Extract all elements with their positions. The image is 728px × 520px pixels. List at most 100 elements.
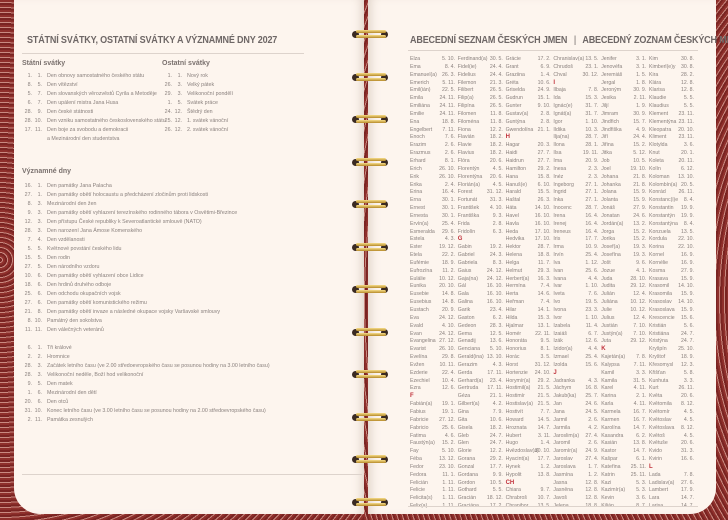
name: Jolana — [601, 189, 617, 196]
name-day-date: 16. 8. — [585, 385, 599, 392]
name-row: Jolanta 15. 9. — [601, 197, 648, 205]
name: Fabius — [410, 408, 426, 415]
item-day: 15. — [24, 255, 32, 261]
item-day: 31. — [24, 408, 32, 414]
name: Háta — [505, 205, 517, 212]
name-row: Kateřina 25. 11. — [601, 464, 648, 472]
name-day-date: 1. 8. — [636, 79, 647, 86]
name: František — [457, 205, 480, 212]
name-day-date: 4. 3. — [444, 236, 455, 243]
name-day-date: 1. 11. — [442, 479, 455, 486]
name-day-date: 31. 12. — [534, 361, 551, 368]
name-row: Jadranka 4. 3. — [553, 378, 600, 386]
item-day: 28. — [24, 228, 32, 234]
name-row: Karmela 16. 7. — [601, 409, 648, 417]
name-day-date: 28. 2. — [681, 71, 694, 78]
name-row: Kastor 14. 7. — [601, 448, 648, 456]
name-day-date: 23. 1. — [585, 63, 599, 70]
name-day-date: 24. 7. — [681, 330, 694, 337]
item-description: Den památky obětí komunistického režimu — [47, 300, 147, 306]
item-day: 2. — [27, 354, 32, 360]
name-row: Fridolín 6. 3. — [458, 229, 505, 237]
name: Kira — [649, 71, 659, 78]
name: Jarmil — [553, 416, 568, 423]
item-month: 12. — [174, 118, 182, 124]
name-day-date: 12. 4. — [633, 314, 647, 321]
item-day: 28. — [24, 372, 32, 378]
significant-days-heading: Významné dny — [22, 168, 72, 175]
name-day-date: 17. 10. — [534, 236, 551, 243]
name: Jiřina — [601, 142, 614, 149]
name-day-date: 27. 9. — [681, 267, 694, 274]
name-day-date: 21. 1. — [489, 393, 503, 400]
name-row: Františka 9. 3. — [458, 213, 505, 221]
name-row: Hvězdoslav(a) 30. 10. — [506, 448, 553, 456]
name-row: Kvirin 16. 6. — [649, 456, 696, 464]
name: Ivona — [553, 307, 567, 313]
item-month: 2. — [37, 354, 42, 360]
name-day-date: 17. 9. — [681, 487, 694, 494]
name-day-date: 6. 1. — [636, 456, 647, 463]
name: Gwendolína — [505, 126, 534, 133]
name: Ernest — [410, 205, 425, 212]
name: Kordula — [649, 236, 667, 243]
name: Fatima — [410, 432, 426, 439]
name-day-date: 19. 1. — [442, 408, 455, 415]
name: Květoslava — [649, 424, 675, 431]
name: Krasava — [649, 275, 669, 282]
name: Gala — [457, 291, 469, 298]
name-day-date: 12. 8. — [681, 87, 694, 94]
name-row: Gita 10. 6. — [458, 417, 505, 425]
name: Jorga — [601, 228, 615, 235]
name: Kosma — [649, 267, 666, 274]
name-row: Flóra 20. 6. — [458, 158, 505, 166]
name-row: Karolína 14. 7. — [601, 425, 648, 433]
name-day-date: 2. 11. — [633, 95, 647, 102]
item-day: 27. — [24, 300, 32, 306]
item-day: 8. — [27, 82, 32, 88]
name-row: Irma 10. 9. — [553, 244, 600, 252]
name-row: Kimberl(e)y 30. 8. — [649, 64, 696, 72]
name-row: Etela 22. 2. — [410, 252, 457, 260]
name-row: Květomila 8. 12. — [649, 401, 696, 409]
name-row: Honorius 8. 1. — [506, 346, 553, 354]
name-day-date: 4. 5. — [683, 408, 694, 415]
name: Felicie — [410, 487, 425, 494]
name-day-date: 18. 9. — [442, 259, 455, 266]
name: Klement — [649, 110, 669, 117]
name-day-date: 7. 6. — [444, 134, 455, 141]
name: Jaroslim(a) — [553, 432, 580, 439]
name-day-date: 27. 7. — [537, 150, 551, 157]
name-day-date: 27. 12. — [439, 338, 455, 345]
name-day-date: 26. 10. — [439, 173, 455, 180]
name: Klaudie — [649, 95, 667, 102]
name: Jasmína — [553, 471, 573, 478]
name-row: Harald 15. 5. — [506, 189, 553, 197]
name-row: Ivona 23. 3. — [553, 307, 600, 315]
name-day-date: 8. 7. — [636, 503, 646, 511]
name: Honoráta — [505, 338, 527, 345]
item-description: Den památky obětí holocaustu a předcháze… — [47, 192, 209, 198]
name: Jenovéfa — [601, 63, 623, 70]
item-month: 6. — [37, 273, 42, 279]
name-row: Krasomila 15. 9. — [649, 291, 696, 299]
name-row: Fiona 12. 2. — [458, 127, 505, 135]
name: Jaroslava — [553, 463, 576, 470]
name-day-date: 26. 11. — [678, 189, 694, 196]
name: Karmela — [601, 408, 621, 415]
name-row: Jasněna 12. 8. — [553, 487, 600, 495]
title-separator: | — [573, 34, 577, 46]
name-row: Hilda 15. 3. — [506, 315, 553, 323]
name-day-date: 2. 6. — [588, 416, 599, 423]
item-description: Nový rok — [187, 73, 208, 79]
name-row: Jonáš 27. 9. — [601, 205, 648, 213]
name-day-date: 18. 2. — [489, 424, 503, 431]
name: Jana — [553, 408, 565, 415]
name-day-date: 30. 1. — [442, 205, 455, 212]
name-row: Květa 20. 6. — [649, 393, 696, 401]
name: Filemon — [457, 79, 477, 86]
name: Jeremiáš — [601, 71, 623, 78]
name: Květoslav — [649, 416, 672, 423]
letter-heading: CH — [505, 479, 515, 486]
name-row: Estela 4. 3. — [410, 236, 457, 244]
